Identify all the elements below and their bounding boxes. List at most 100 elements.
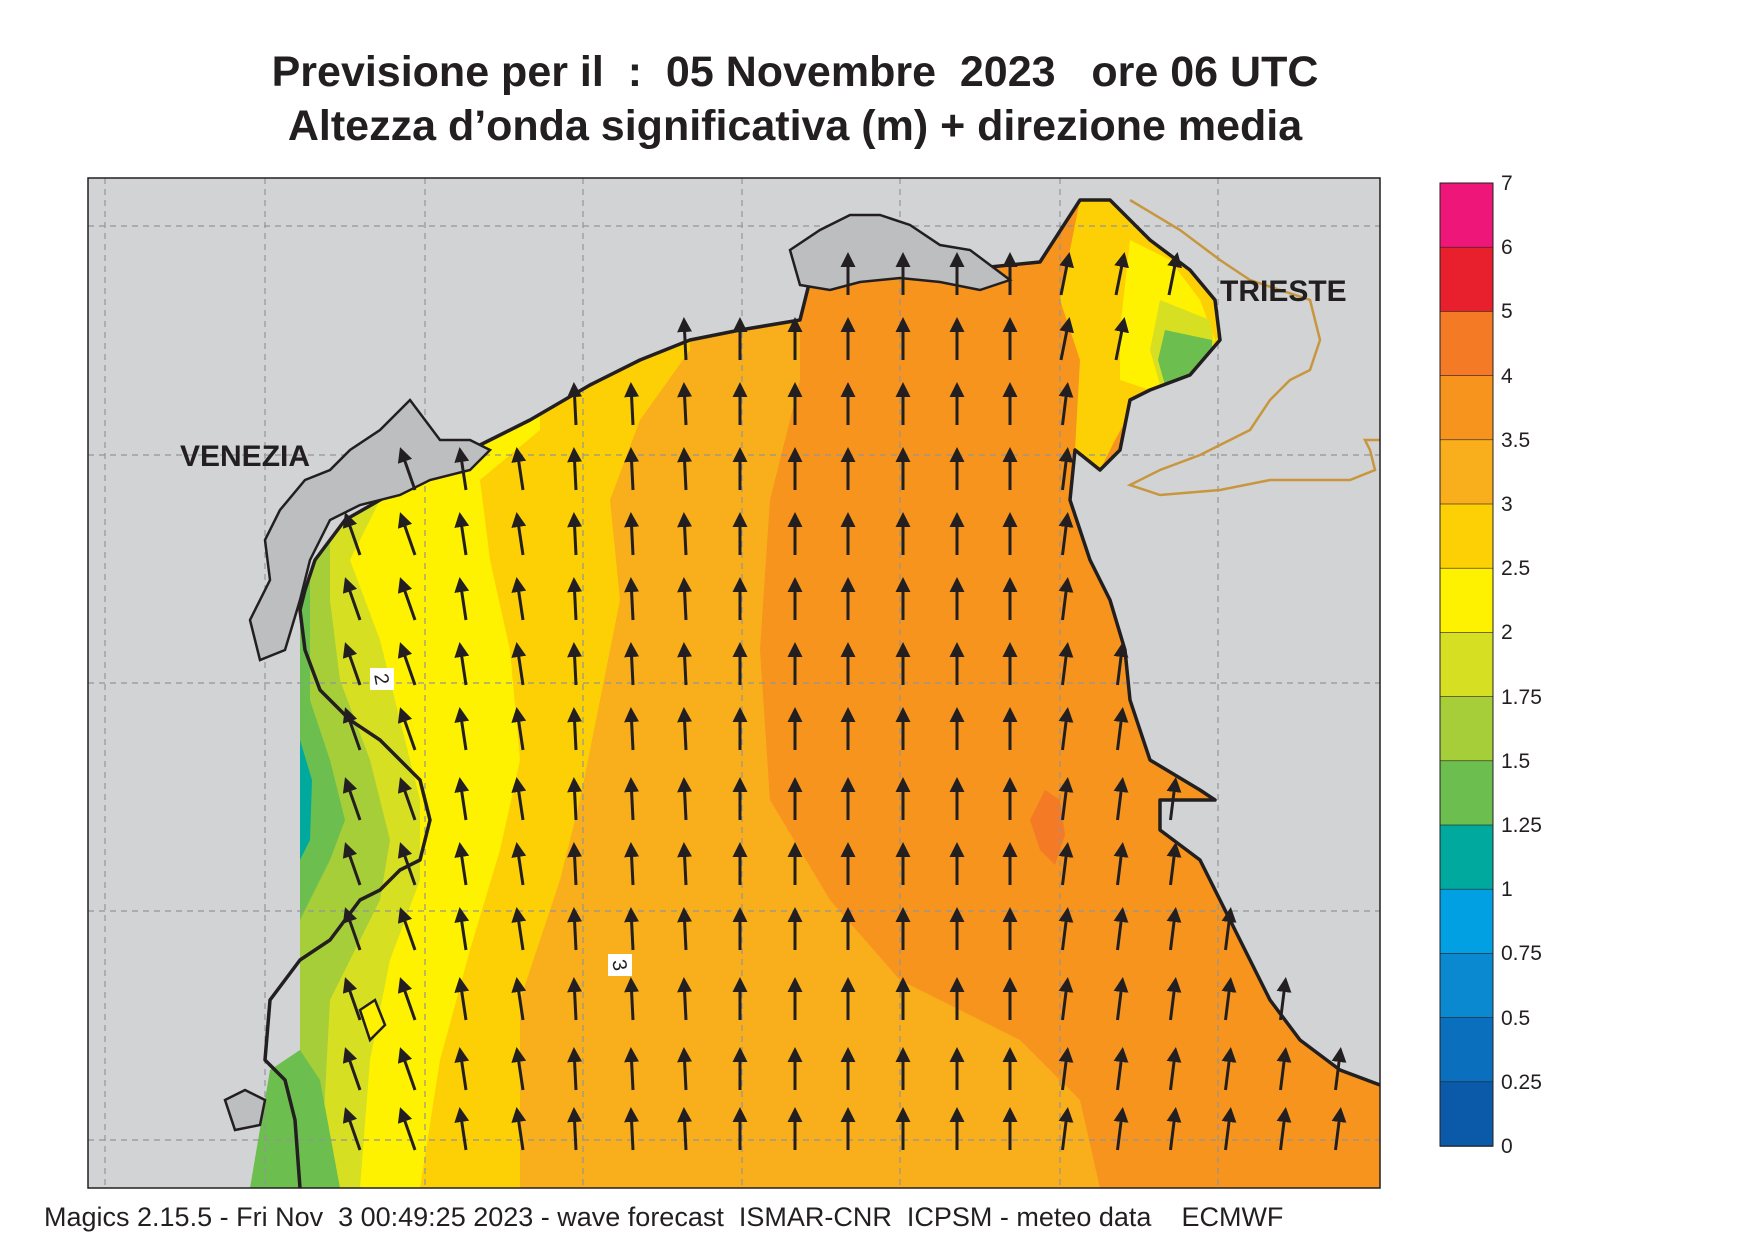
wave-direction-arrow [677,1047,693,1091]
colorbar-swatch [1439,888,1494,955]
graticule [88,178,1380,1188]
wave-direction-arrow [567,977,583,1021]
colorbar-swatch [1439,311,1494,377]
wave-direction-arrow [1058,1107,1074,1151]
wave-direction-arrow [397,777,417,821]
wave-direction-arrow [454,842,470,886]
colorbar-label: 4 [1501,364,1513,388]
wave-direction-arrow [1113,842,1129,886]
colorbar [1439,182,1494,1147]
wave-direction-arrow [454,512,470,556]
wave-direction-arrow [397,907,417,951]
wave-direction-arrow [511,977,527,1021]
colorbar-label: 1.5 [1501,749,1531,773]
wave-direction-arrow [511,907,527,951]
wave-direction-arrow [1276,1047,1292,1091]
colorbar-swatch [1439,246,1494,313]
wave-direction-arrow [397,842,417,886]
wave-direction-arrow [567,842,583,886]
svg-text:2: 2 [369,672,393,687]
colorbar-label: 2 [1501,621,1513,645]
wave-direction-arrow [1058,707,1074,751]
wave-direction-arrow [397,977,417,1021]
wave-direction-arrow [677,577,693,621]
wave-direction-arrow [1166,1047,1182,1091]
wave-direction-arrow [342,842,362,886]
wave-direction-arrow [1058,512,1074,556]
wave-direction-arrow [624,512,640,556]
colorbar-label: 3 [1501,493,1513,516]
colorbar-label: 0.25 [1501,1070,1542,1094]
wave-direction-arrow [1113,642,1129,686]
wave-direction-arrow [1114,317,1130,361]
wave-direction-arrow [567,577,583,621]
colorbar-swatch [1439,632,1494,698]
wave-direction-arrow [342,707,362,751]
wave-direction-arrow [677,1107,693,1151]
wave-direction-arrow [511,1047,527,1091]
wave-direction-arrow [677,642,693,686]
wave-direction-arrow [1166,842,1182,886]
wave-direction-arrow [1059,252,1075,296]
wave-direction-arrow [1166,907,1182,951]
wave-direction-arrow [1166,777,1182,821]
wave-direction-arrow [567,1107,583,1151]
wave-direction-arrow [1058,577,1074,621]
wave-direction-arrow [1113,907,1129,951]
wave-direction-arrow [1221,1047,1237,1091]
map-title-line2: Altezza d’onda significativa (m) + direz… [287,102,1303,150]
colorbar-swatch [1439,1081,1494,1147]
wave-direction-arrow [677,842,693,886]
wave-direction-arrow [1167,252,1183,296]
wave-direction-arrow [342,512,362,556]
wave-direction-arrow [511,577,527,621]
wave-direction-arrow [1113,977,1129,1021]
wave-direction-arrow [624,1107,640,1151]
wave-direction-arrow [397,577,417,621]
colorbar-label: 1.75 [1501,685,1542,709]
wave-direction-arrow [1221,1107,1237,1151]
venice-lagoon [248,398,493,662]
wave-direction-arrow [1058,907,1074,951]
wave-direction-arrow [397,447,417,491]
place-label-trieste: TRIESTE [1220,275,1347,308]
wave-direction-arrow [342,642,362,686]
wave-direction-arrow [567,1047,583,1091]
wave-direction-arrow [1058,1047,1074,1091]
wave-direction-arrow [624,577,640,621]
wave-direction-arrow [397,1107,417,1151]
colorbar-frame [1439,182,1494,1147]
wave-direction-arrow [1113,1107,1129,1151]
wave-direction-arrow [1058,777,1074,821]
wave-direction-arrow [454,777,470,821]
wave-direction-arrow [567,382,583,426]
colorbar-swatch [1439,182,1494,248]
border-line [1126,198,1380,497]
wave-direction-arrow [1058,382,1074,426]
wave-direction-arrow [511,512,527,556]
wave-direction-arrow [624,642,640,686]
wave-direction-arrow [454,707,470,751]
island-south [223,1088,267,1132]
wave-direction-arrow [567,512,583,556]
place-label-venezia: VENEZIA [180,440,310,473]
colorbar-label: 1.25 [1501,814,1542,837]
wave-direction-arrow [1058,977,1074,1021]
colorbar-label: 6 [1501,236,1513,260]
wave-direction-arrow [454,577,470,621]
wave-direction-arrow [1331,1107,1347,1151]
wave-direction-arrow [511,642,527,686]
svg-text:3: 3 [607,958,631,973]
wave-direction-arrow [1276,977,1292,1021]
colorbar-label: 5 [1501,300,1513,324]
wave-direction-arrow [1166,1107,1182,1151]
wave-direction-arrow [454,447,470,491]
colorbar-label: 7 [1501,172,1513,195]
colorbar-label: 0.75 [1501,942,1542,966]
wave-direction-arrow [624,1047,640,1091]
wave-direction-arrow [1166,977,1182,1021]
wave-direction-arrow [1058,447,1074,491]
wave-direction-arrow [567,907,583,951]
wave-direction-arrow [454,907,470,951]
